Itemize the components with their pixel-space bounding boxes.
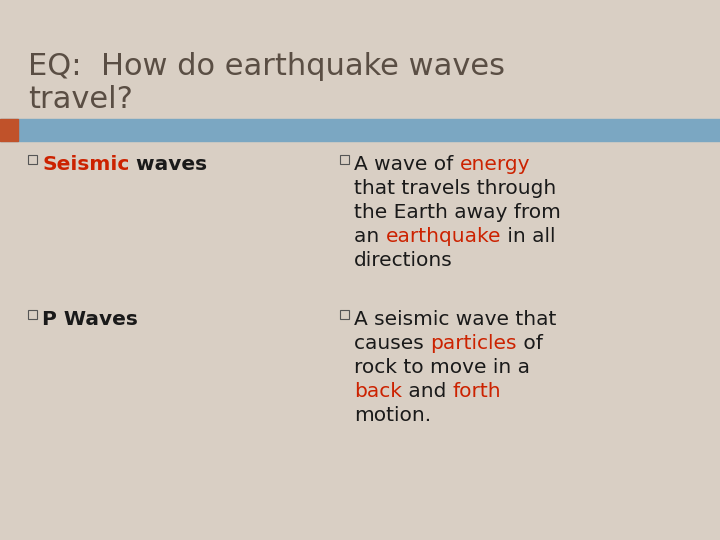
- Text: an: an: [354, 227, 386, 246]
- Bar: [340, 155, 349, 164]
- Text: back: back: [354, 382, 402, 401]
- Text: A wave of: A wave of: [354, 155, 459, 174]
- Text: of: of: [517, 334, 542, 353]
- Text: EQ:  How do earthquake waves: EQ: How do earthquake waves: [28, 52, 505, 81]
- Text: Seismic: Seismic: [42, 155, 130, 174]
- Text: motion.: motion.: [354, 406, 431, 425]
- Bar: [28, 310, 37, 319]
- Text: A seismic wave that: A seismic wave that: [354, 310, 557, 329]
- Text: that travels through: that travels through: [354, 179, 557, 198]
- Text: waves: waves: [130, 155, 207, 174]
- Text: earthquake: earthquake: [386, 227, 501, 246]
- Text: travel?: travel?: [28, 85, 133, 114]
- Text: forth: forth: [453, 382, 501, 401]
- Text: directions: directions: [354, 251, 453, 270]
- Bar: [340, 310, 349, 319]
- Bar: [0, 119, 18, 141]
- Bar: [0, 119, 720, 141]
- Text: in all: in all: [501, 227, 556, 246]
- Bar: [28, 155, 37, 164]
- Text: the Earth away from: the Earth away from: [354, 203, 561, 222]
- Text: and: and: [402, 382, 453, 401]
- Text: P Waves: P Waves: [42, 310, 138, 329]
- Text: rock to move in a: rock to move in a: [354, 358, 530, 377]
- Text: causes: causes: [354, 334, 430, 353]
- Text: particles: particles: [430, 334, 517, 353]
- Text: energy: energy: [459, 155, 530, 174]
